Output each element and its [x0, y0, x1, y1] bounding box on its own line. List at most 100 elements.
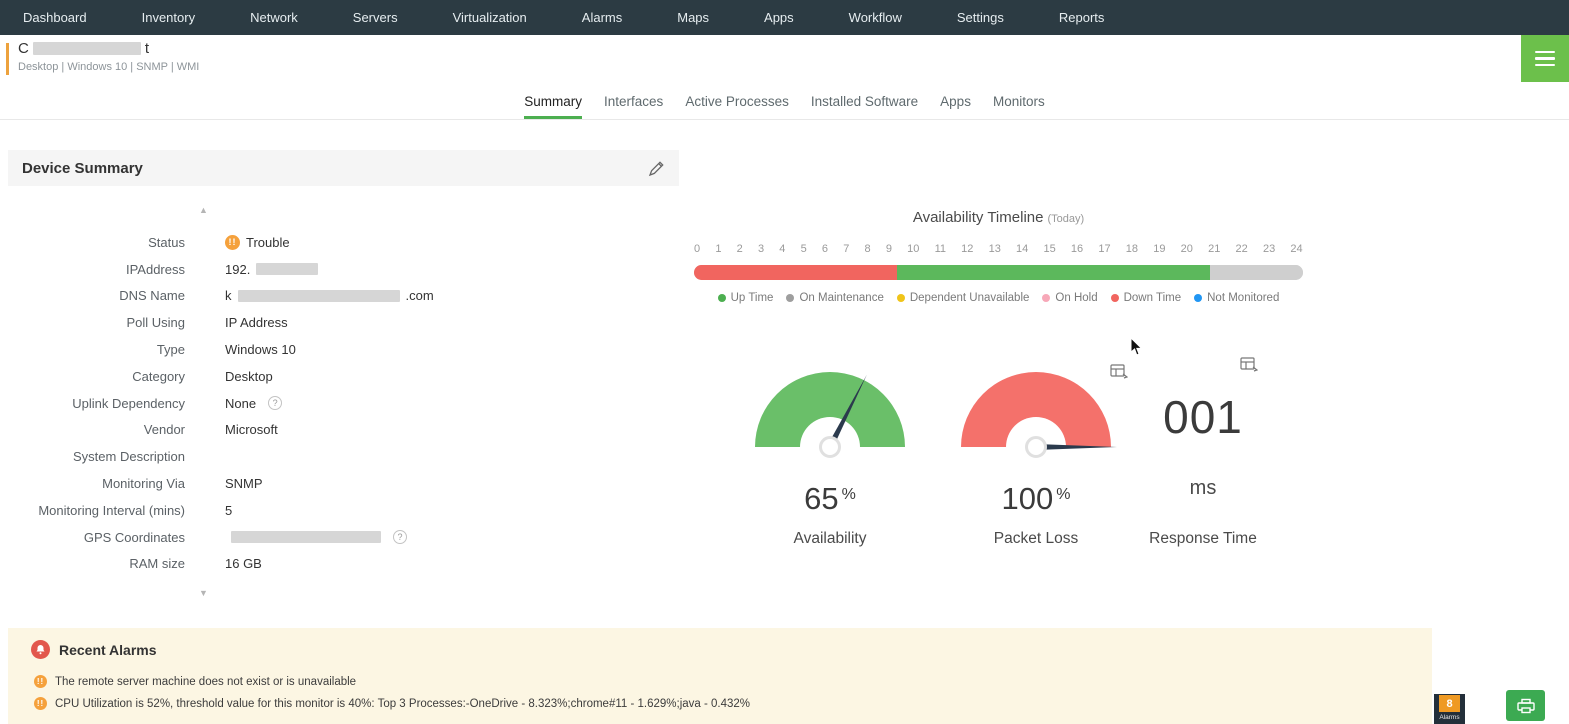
alarm-row[interactable]: The remote server machine does not exist…: [34, 675, 750, 688]
alarm-bell-badge-icon: [31, 640, 50, 659]
summary-field-row: Status Trouble: [0, 229, 679, 256]
scroll-up-icon[interactable]: ▲: [199, 205, 208, 215]
export-report-icon[interactable]: [1240, 356, 1259, 372]
summary-field-row: GPS Coordinates: [0, 524, 679, 551]
alarm-severity-icon: [34, 697, 47, 710]
nav-item[interactable]: Apps: [764, 10, 794, 25]
alarm-message: CPU Utilization is 52%, threshold value …: [55, 697, 751, 710]
nav-item[interactable]: Alarms: [581, 10, 623, 25]
hour-label: 9: [885, 243, 892, 255]
hour-label: 16: [1070, 243, 1084, 255]
availability-timeline-bar[interactable]: [694, 265, 1303, 280]
redacted-text: [231, 531, 381, 544]
alarm-message: The remote server machine does not exist…: [55, 675, 357, 688]
device-header: C t Desktop | Windows 10 | SNMP | WMI: [0, 35, 1569, 101]
legend-dot: [786, 294, 795, 302]
tab-label: Interfaces: [604, 94, 664, 109]
summary-field-row: Monitoring Interval (mins) 5: [0, 497, 679, 524]
redacted-device-name: [32, 42, 141, 55]
summary-field-row: Vendor Microsoft: [0, 417, 679, 444]
nav-item[interactable]: Inventory: [141, 10, 196, 25]
hour-label: 0: [694, 243, 701, 255]
support-chat-button[interactable]: [1506, 690, 1545, 721]
hour-label: 3: [757, 243, 765, 255]
summary-field-row: System Description: [0, 443, 679, 470]
tab-label: Summary: [524, 94, 583, 109]
field-value-text: k: [225, 288, 232, 304]
hour-label: 17: [1098, 243, 1111, 255]
field-value: Desktop: [225, 369, 279, 384]
legend-dot: [1042, 294, 1051, 302]
tab[interactable]: Interfaces: [604, 82, 663, 119]
field-value: 192.: [225, 262, 324, 277]
help-icon[interactable]: [393, 530, 407, 545]
field-value-text: None: [225, 395, 257, 411]
summary-field-row: IPAddress 192.: [0, 256, 679, 283]
field-label: GPS Coordinates: [83, 529, 185, 545]
timeline-title-text: Availability Timeline: [912, 209, 1044, 226]
response-time-label: Response Time: [1149, 530, 1257, 547]
field-label: RAM size: [129, 556, 185, 572]
alarm-count-tile[interactable]: 8 Alarms: [1434, 694, 1465, 724]
nav-item[interactable]: Settings: [956, 10, 1004, 25]
hour-label: 12: [961, 243, 974, 255]
legend-label: Up Time: [730, 292, 774, 304]
field-value: 16 GB: [225, 556, 268, 571]
field-label: Monitoring Via: [102, 476, 185, 492]
device-name-suffix: t: [144, 40, 150, 57]
availability-value: 65%: [804, 481, 856, 516]
help-icon[interactable]: [268, 396, 283, 411]
device-tabs: Summary Interfaces Active Processes Inst…: [0, 82, 1569, 120]
tab[interactable]: Monitors: [993, 82, 1045, 119]
redacted-text: [256, 263, 319, 276]
field-label: Poll Using: [126, 315, 185, 331]
field-value-text: SNMP: [225, 476, 263, 492]
nav-item[interactable]: Virtualization: [452, 10, 527, 25]
hour-label: 22: [1235, 243, 1248, 255]
trouble-status-icon: [225, 234, 240, 250]
field-value: Windows 10: [225, 342, 302, 357]
field-value-suffix: .com: [405, 288, 434, 304]
nav-item[interactable]: Maps: [677, 10, 710, 25]
legend-dot: [896, 294, 905, 302]
edit-pencil-icon[interactable]: [648, 160, 665, 177]
field-value: None: [225, 395, 283, 411]
summary-field-row: Uplink Dependency None: [0, 390, 679, 417]
legend-item: Down Time: [1110, 292, 1182, 304]
mouse-cursor: [1130, 336, 1143, 357]
menu-hamburger-icon[interactable]: [1521, 35, 1569, 82]
device-summary-fields: Status Trouble IPAddress 192.: [0, 229, 679, 577]
timeline-segment: [1209, 265, 1303, 280]
hour-label: 11: [934, 243, 946, 255]
nav-item[interactable]: Dashboard: [23, 10, 87, 25]
field-value-text: 16 GB: [225, 556, 262, 572]
field-label: Monitoring Interval (mins): [38, 502, 185, 518]
tab[interactable]: Summary: [524, 82, 582, 119]
device-name: C t: [18, 40, 149, 57]
summary-field-row: Poll Using IP Address: [0, 309, 679, 336]
field-value-text: Windows 10: [225, 342, 296, 358]
device-summary-title: Device Summary: [22, 159, 143, 177]
legend-item: On Hold: [1042, 292, 1098, 304]
scroll-down-icon[interactable]: ▼: [199, 588, 208, 598]
nav-item[interactable]: Workflow: [848, 10, 902, 25]
field-value-text: IP Address: [225, 315, 288, 331]
field-value-text: 5: [225, 502, 233, 518]
export-report-icon[interactable]: [1110, 363, 1129, 379]
tab[interactable]: Apps: [940, 82, 971, 119]
field-label: Uplink Dependency: [72, 395, 185, 411]
nav-item[interactable]: Reports: [1058, 10, 1105, 25]
alarm-row[interactable]: CPU Utilization is 52%, threshold value …: [34, 697, 750, 710]
nav-item[interactable]: Servers: [352, 10, 398, 25]
nav-item[interactable]: Network: [250, 10, 298, 25]
legend-item: Not Monitored: [1194, 292, 1279, 304]
field-label: Type: [156, 342, 185, 358]
hour-label: 15: [1043, 243, 1056, 255]
tab[interactable]: Active Processes: [685, 82, 789, 119]
device-summary-header: Device Summary: [8, 150, 679, 186]
timeline-legend: Up Time On Maintenance Dependent Unavail…: [664, 292, 1333, 304]
legend-label: Down Time: [1123, 292, 1182, 304]
tab[interactable]: Installed Software: [811, 82, 918, 119]
tab-label: Installed Software: [810, 94, 919, 109]
packet-loss-label: Packet Loss: [993, 530, 1079, 547]
